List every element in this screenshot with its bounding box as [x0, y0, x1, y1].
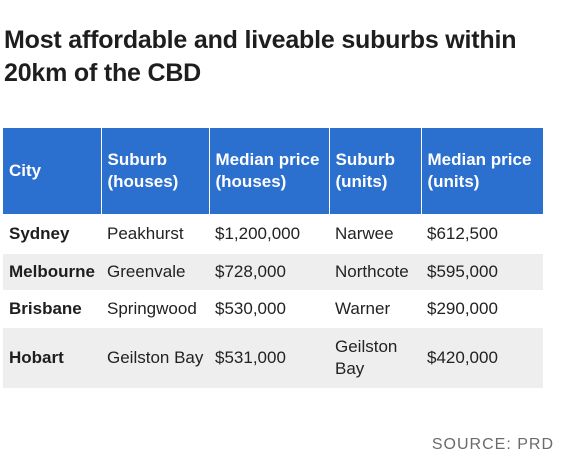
cell-price-houses: $531,000 — [209, 328, 329, 388]
cell-price-houses: $728,000 — [209, 254, 329, 290]
cell-city: Brisbane — [3, 290, 101, 328]
cell-city: Sydney — [3, 214, 101, 254]
cell-suburb-units: Northcote — [329, 254, 421, 290]
cell-suburb-units: Narwee — [329, 214, 421, 254]
cell-suburb-units: Geilston Bay — [329, 328, 421, 388]
cell-price-units: $290,000 — [421, 290, 543, 328]
cell-suburb-houses: Greenvale — [101, 254, 209, 290]
table-row: Hobart Geilston Bay $531,000 Geilston Ba… — [3, 328, 543, 388]
cell-price-houses: $530,000 — [209, 290, 329, 328]
suburbs-table: City Suburb (houses) Median price (house… — [3, 128, 543, 388]
header-median-price-units: Median price (units) — [421, 128, 543, 214]
cell-suburb-units: Warner — [329, 290, 421, 328]
header-city: City — [3, 128, 102, 214]
cell-suburb-houses: Geilston Bay — [101, 328, 209, 388]
table-row: Brisbane Springwood $530,000 Warner $290… — [3, 290, 543, 328]
cell-city: Melbourne — [3, 254, 101, 290]
header-suburb-units: Suburb (units) — [329, 128, 422, 214]
cell-suburb-houses: Peakhurst — [101, 214, 209, 254]
cell-price-units: $420,000 — [421, 328, 543, 388]
header-median-price-houses: Median price (houses) — [209, 128, 330, 214]
table-header-row: City Suburb (houses) Median price (house… — [3, 128, 543, 214]
table-row: Melbourne Greenvale $728,000 Northcote $… — [3, 254, 543, 290]
page-title: Most affordable and liveable suburbs wit… — [4, 26, 517, 87]
cell-suburb-houses: Springwood — [101, 290, 209, 328]
cell-price-units: $612,500 — [421, 214, 543, 254]
table-row: Sydney Peakhurst $1,200,000 Narwee $612,… — [3, 214, 543, 254]
source-credit: SOURCE: PRD — [431, 436, 554, 453]
cell-city: Hobart — [3, 328, 101, 388]
cell-price-units: $595,000 — [421, 254, 543, 290]
header-suburb-houses: Suburb (houses) — [101, 128, 210, 214]
cell-price-houses: $1,200,000 — [209, 214, 329, 254]
